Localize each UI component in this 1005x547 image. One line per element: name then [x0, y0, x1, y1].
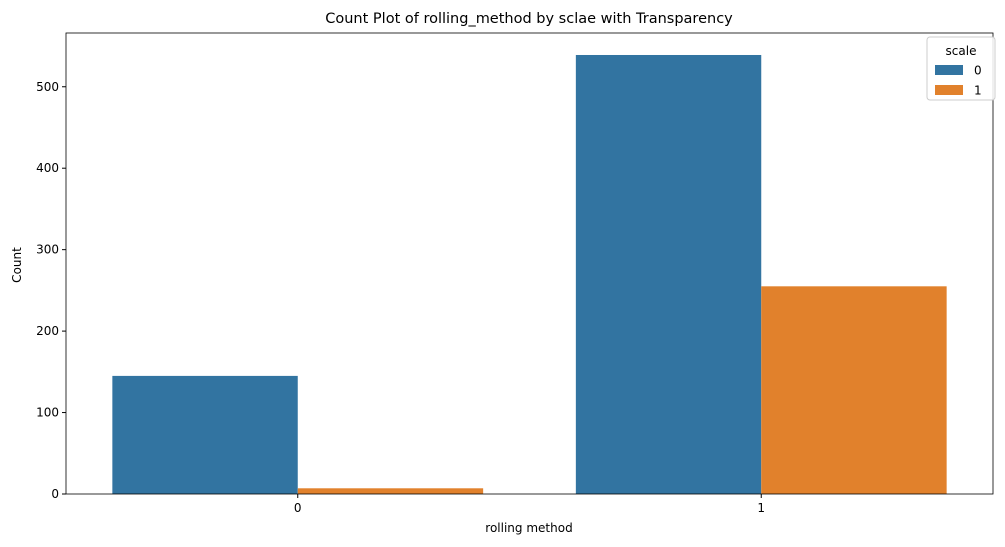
y-tick-label: 500	[36, 80, 59, 94]
legend-label-0: 0	[974, 64, 982, 78]
y-tick-label: 200	[36, 324, 59, 338]
y-tick-label: 100	[36, 406, 59, 420]
y-axis-label: Count	[10, 247, 24, 283]
y-tick-label: 0	[51, 487, 59, 501]
x-tick-label: 0	[294, 501, 302, 515]
legend-title: scale	[946, 44, 977, 58]
bar-1-scale-1	[761, 286, 947, 494]
x-tick-label: 1	[757, 501, 765, 515]
bar-0-scale-0	[112, 375, 298, 494]
y-tick-label: 300	[36, 243, 59, 257]
bar-0-scale-1	[297, 488, 484, 494]
x-axis-label: rolling method	[485, 521, 572, 535]
legend-swatch-1	[935, 85, 963, 95]
axes-frame	[65, 32, 994, 495]
chart-title: Count Plot of rolling_method by sclae wi…	[325, 11, 733, 27]
legend: scale 0 1	[926, 36, 996, 101]
bar-1-scale-0	[575, 54, 762, 495]
plot-area: 0 1 0 100 200 300 400 500	[36, 32, 994, 515]
legend-swatch-0	[935, 65, 963, 75]
legend-label-1: 1	[974, 84, 982, 98]
y-tick-label: 400	[36, 161, 59, 175]
